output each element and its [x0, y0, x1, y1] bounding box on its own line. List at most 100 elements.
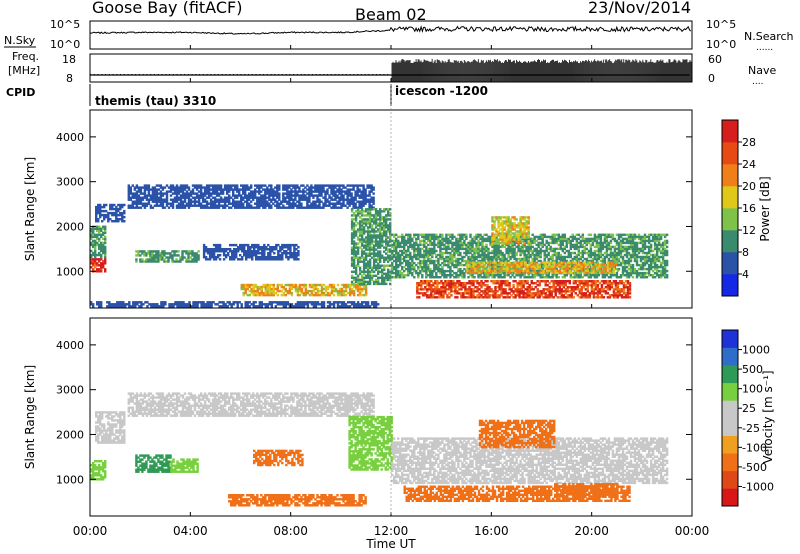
- power-cell: [389, 254, 392, 257]
- power-cell: [270, 192, 273, 195]
- power-cell: [575, 253, 579, 257]
- power-cell: [172, 305, 175, 308]
- power-cell: [187, 206, 191, 209]
- power-cell: [195, 194, 199, 197]
- power-cell: [240, 194, 243, 197]
- power-cell: [358, 238, 362, 241]
- power-cell: [252, 192, 255, 195]
- power-cell: [340, 202, 343, 205]
- power-cell: [340, 184, 343, 187]
- power-cell: [221, 188, 225, 191]
- power-cell: [296, 303, 300, 306]
- power-cell: [95, 215, 98, 219]
- power-cell: [238, 190, 241, 193]
- power-cell: [465, 243, 468, 247]
- power-cell: [479, 233, 482, 237]
- power-cell: [215, 186, 219, 189]
- power-cell: [244, 184, 247, 187]
- power-cell: [98, 260, 101, 263]
- power-cell: [161, 250, 164, 253]
- power-cell: [241, 243, 244, 247]
- power-cell: [370, 276, 374, 280]
- power-cell: [511, 249, 514, 253]
- power-cell: [527, 257, 530, 261]
- power-cell: [274, 192, 277, 195]
- power-cell: [352, 248, 356, 251]
- power-cell: [423, 261, 426, 265]
- power-cell: [479, 274, 482, 277]
- power-cell: [475, 251, 478, 255]
- power-cell: [155, 198, 159, 201]
- power-cell: [288, 192, 291, 195]
- power-cell: [425, 253, 428, 257]
- power-cell: [185, 252, 188, 255]
- power-cell: [383, 230, 386, 233]
- nave-dot: [259, 74, 261, 75]
- power-cell: [254, 202, 257, 205]
- power-cell: [374, 208, 378, 211]
- power-cell: [247, 243, 250, 247]
- power-cell: [585, 257, 589, 261]
- power-cell: [161, 194, 165, 197]
- power-cell: [254, 283, 257, 287]
- power-cell: [387, 230, 390, 233]
- power-cell: [573, 245, 577, 249]
- power-cell: [445, 245, 448, 249]
- power-cell: [111, 203, 114, 207]
- power-cell: [338, 293, 342, 297]
- power-cell: [358, 220, 362, 223]
- power-cell: [499, 259, 502, 263]
- power-cell: [425, 276, 428, 279]
- power-cell: [242, 184, 245, 187]
- power-cell: [206, 305, 209, 308]
- power-cell: [352, 228, 356, 231]
- power-cell: [441, 239, 444, 243]
- power-cell: [241, 256, 244, 259]
- power-cell: [318, 293, 322, 297]
- power-cell: [523, 259, 526, 263]
- power-cell: [445, 235, 448, 239]
- power-cell: [211, 184, 215, 187]
- power-cell: [483, 255, 486, 259]
- power-cell: [328, 200, 331, 203]
- power-cell: [509, 251, 512, 255]
- power-cell: [100, 245, 103, 249]
- power-cell: [605, 247, 609, 251]
- power-cell: [189, 250, 192, 253]
- power-cell: [379, 266, 382, 270]
- power-cell: [453, 259, 456, 263]
- power-cell: [541, 274, 544, 277]
- power-cell: [497, 274, 500, 277]
- power-cell: [399, 271, 402, 275]
- power-cell: [268, 291, 272, 295]
- power-cell: [495, 243, 498, 247]
- power-cell: [297, 258, 300, 261]
- power-cell: [104, 235, 107, 239]
- power-cell: [429, 239, 432, 243]
- power-cell: [258, 192, 261, 195]
- power-cell: [372, 301, 376, 304]
- power-cell: [181, 196, 185, 199]
- power-cell: [419, 243, 422, 247]
- power-cell: [223, 200, 227, 203]
- power-cell: [395, 261, 398, 265]
- power-cell: [206, 248, 210, 251]
- power-cell: [352, 258, 356, 261]
- power-cell: [589, 245, 593, 249]
- power-cell: [381, 244, 384, 247]
- power-cell: [290, 194, 293, 197]
- power-cell: [209, 194, 213, 197]
- power-cell: [259, 248, 262, 251]
- power-cell: [202, 305, 205, 308]
- power-cell: [292, 194, 295, 197]
- power-cell: [99, 209, 102, 213]
- power-cell: [513, 233, 516, 237]
- power-cell: [493, 247, 496, 251]
- power-cell: [330, 188, 333, 191]
- station-title: Goose Bay (fitACF): [92, 0, 242, 17]
- power-cell: [151, 188, 155, 191]
- power-cell: [383, 266, 386, 270]
- power-cell: [184, 305, 187, 308]
- power-cell: [298, 196, 301, 199]
- power-cell: [171, 250, 174, 253]
